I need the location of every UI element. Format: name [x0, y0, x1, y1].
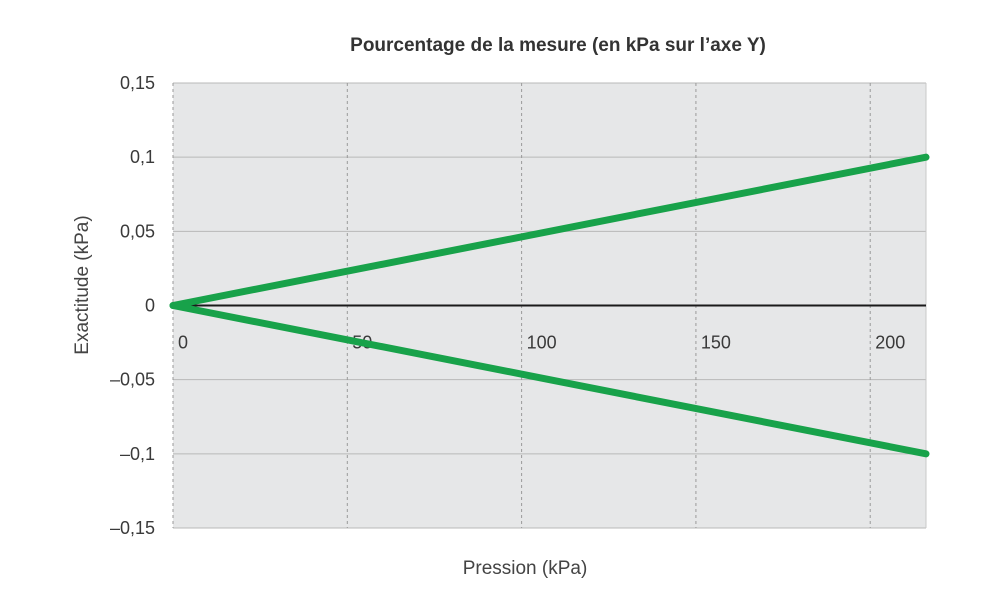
series-line-1 [169, 153, 930, 309]
y-tick-label: 0,15 [120, 73, 155, 93]
y-axis-label: Exactitude (kPa) [72, 215, 93, 354]
y-tick-label: –0,05 [110, 370, 155, 390]
y-tick-label: 0,1 [130, 147, 155, 167]
x-tick-label: 0 [178, 333, 188, 353]
y-axis-ticks: 0,15 0,1 0,05 0 –0,05 –0,1 –0,15 [110, 73, 155, 538]
x-tick-label: 100 [527, 333, 557, 353]
y-tick-label: –0,1 [120, 444, 155, 464]
series-line-2 [169, 302, 930, 458]
y-tick-label: –0,15 [110, 518, 155, 538]
y-tick-label: 0,05 [120, 221, 155, 241]
y-tick-label: 0 [145, 296, 155, 316]
x-tick-label: 150 [701, 333, 731, 353]
series-group [169, 153, 930, 458]
x-tick-label: 200 [875, 333, 905, 353]
x-axis-label: Pression (kPa) [463, 558, 588, 579]
chart-title: Pourcentage de la mesure (en kPa sur l’a… [350, 35, 766, 56]
